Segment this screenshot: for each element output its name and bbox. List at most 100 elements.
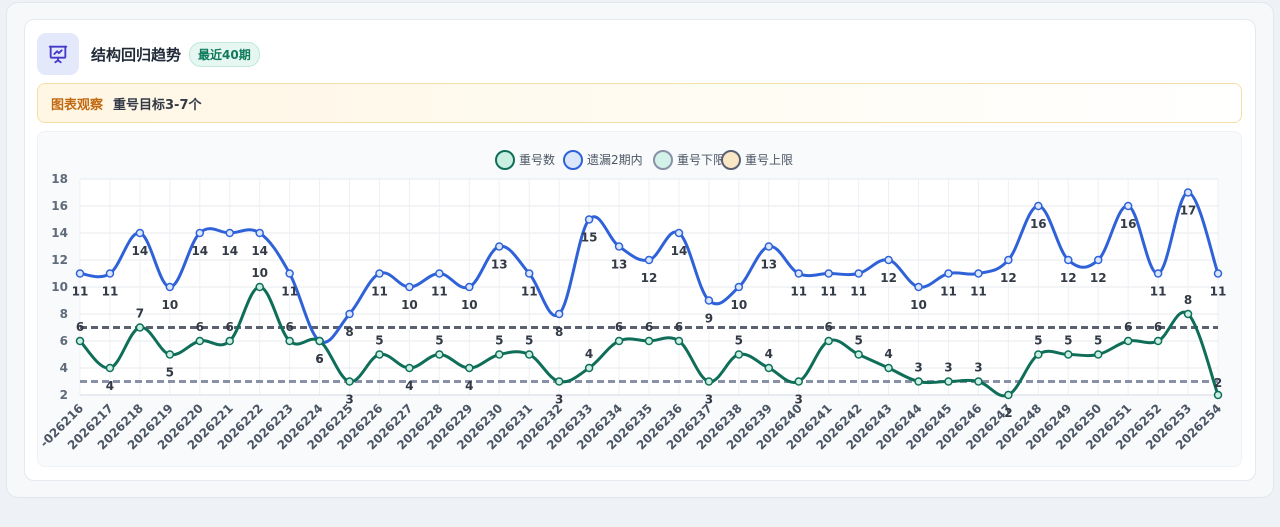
- miss-data-label: 17: [1180, 204, 1197, 218]
- miss-data-label: 9: [705, 312, 713, 326]
- miss-line: [79, 191, 1220, 344]
- repeat-point: [375, 350, 384, 359]
- miss-point: [375, 269, 384, 278]
- miss-point: [704, 296, 714, 305]
- miss-data-label: 12: [1000, 271, 1017, 285]
- y-tick-label: 4: [60, 361, 68, 375]
- repeat-data-label: 3: [345, 393, 353, 407]
- miss-data-label: 15: [581, 231, 598, 245]
- miss-data-label: 11: [940, 285, 957, 299]
- miss-data-label: 11: [790, 285, 807, 299]
- miss-point: [405, 282, 414, 292]
- miss-point: [1153, 269, 1163, 278]
- presentation-chart-icon: [37, 33, 79, 75]
- repeat-data-label: 4: [585, 347, 593, 361]
- repeat-data-label: 10: [251, 266, 268, 280]
- y-tick-label: 18: [51, 172, 68, 186]
- legend-marker: [721, 150, 741, 170]
- miss-point: [644, 255, 654, 265]
- repeat-data-label: 5: [1064, 334, 1072, 348]
- repeat-data-label: 2: [1214, 376, 1222, 390]
- miss-data-label: 12: [1090, 271, 1107, 285]
- repeat-data-label: 4: [106, 379, 114, 393]
- miss-data-label: 12: [641, 271, 658, 285]
- y-tick-label: 2: [60, 388, 68, 402]
- repeat-data-label: 3: [974, 361, 982, 375]
- miss-data-label: 8: [345, 325, 353, 339]
- repeat-data-label: 4: [884, 347, 892, 361]
- repeat-data-label: 6: [285, 320, 293, 334]
- repeat-point: [1064, 350, 1073, 359]
- repeat-point: [225, 336, 234, 346]
- repeat-point: [105, 363, 115, 373]
- repeat-data-label: 6: [196, 320, 204, 334]
- repeat-point: [674, 336, 684, 346]
- y-tick-label: 10: [51, 280, 68, 294]
- legend-label: 重号上限: [745, 153, 793, 167]
- miss-point: [1093, 255, 1103, 265]
- observation-text: 重号目标3-7个: [113, 97, 202, 113]
- miss-point: [195, 228, 205, 238]
- legend-label: 重号下限: [677, 153, 725, 167]
- repeat-data-label: 5: [854, 334, 862, 348]
- legend-item-miss[interactable]: 遗漏2期内: [563, 150, 643, 170]
- repeat-data-label: 6: [1124, 320, 1132, 334]
- miss-data-label: 13: [760, 258, 777, 272]
- legend-item-repeat[interactable]: 重号数: [495, 150, 555, 170]
- miss-point: [1034, 201, 1043, 211]
- miss-data-label: 13: [611, 258, 628, 272]
- miss-point: [824, 269, 833, 278]
- repeat-point: [315, 336, 324, 346]
- legend-label: 遗漏2期内: [587, 153, 643, 167]
- repeat-point: [584, 363, 594, 373]
- repeat-point: [614, 336, 624, 346]
- miss-data-label: 16: [1120, 217, 1137, 231]
- repeat-point: [554, 377, 564, 386]
- legend-marker: [653, 150, 673, 170]
- miss-data-label: 14: [221, 244, 238, 258]
- repeat-point: [524, 350, 534, 359]
- repeat-data-label: 5: [525, 334, 533, 348]
- repeat-point: [285, 336, 294, 346]
- repeat-data-label: 2: [1004, 406, 1012, 420]
- miss-point: [554, 309, 564, 319]
- miss-point: [225, 228, 234, 238]
- repeat-point: [435, 350, 444, 359]
- repeat-data-label: 3: [795, 393, 803, 407]
- miss-data-label: 12: [1060, 271, 1077, 285]
- observation-note: 图表观察 重号目标3-7个: [37, 83, 1242, 123]
- repeat-point: [1004, 390, 1013, 400]
- repeat-point: [704, 377, 714, 386]
- miss-data-label: 14: [132, 244, 149, 258]
- repeat-data-label: 3: [944, 361, 952, 375]
- legend-item-lower[interactable]: 重号下限: [653, 150, 725, 170]
- repeat-data-label: 6: [226, 320, 234, 334]
- repeat-point: [195, 336, 205, 346]
- y-tick-label: 12: [51, 253, 68, 267]
- miss-data-label: 14: [671, 244, 688, 258]
- legend-item-upper[interactable]: 重号上限: [721, 150, 793, 170]
- repeat-data-label: 3: [555, 393, 563, 407]
- repeat-point: [644, 336, 654, 346]
- miss-data-label: 14: [191, 244, 208, 258]
- miss-point: [794, 269, 803, 278]
- repeat-data-label: 4: [405, 379, 413, 393]
- repeat-data-label: 4: [465, 379, 473, 393]
- miss-point: [495, 242, 504, 251]
- miss-point: [854, 269, 863, 278]
- miss-data-label: 10: [461, 298, 478, 312]
- repeat-point: [1153, 336, 1163, 346]
- miss-data-label: 11: [820, 285, 837, 299]
- miss-data-label: 11: [1210, 285, 1227, 299]
- repeat-point: [1123, 336, 1133, 346]
- trend-chart: 24681012141618-0262162026217202621820262…: [38, 150, 1227, 452]
- repeat-point: [405, 363, 414, 373]
- repeat-data-label: 5: [1034, 334, 1042, 348]
- repeat-point: [135, 323, 145, 332]
- y-tick-label: 6: [60, 334, 68, 348]
- repeat-point: [974, 377, 983, 386]
- miss-data-label: 11: [281, 285, 298, 299]
- repeat-point: [1183, 309, 1193, 319]
- miss-data-label: 11: [1150, 285, 1167, 299]
- miss-data-label: 16: [1030, 217, 1047, 231]
